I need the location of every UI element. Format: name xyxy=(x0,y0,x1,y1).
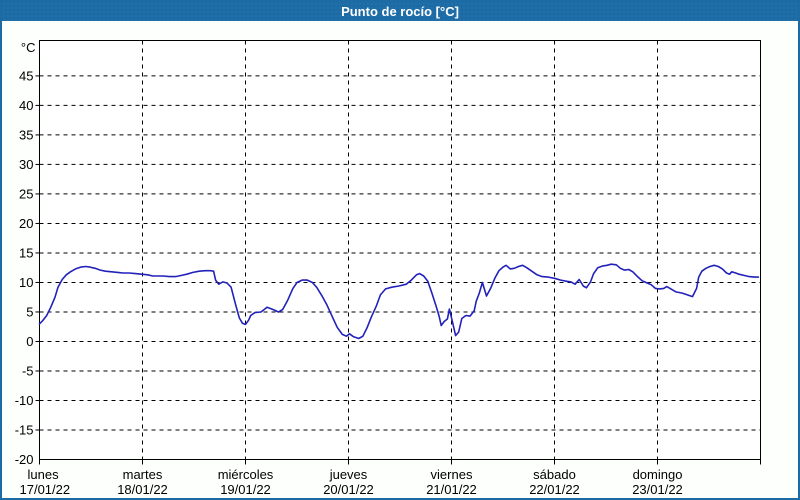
x-date-label: 19/01/22 xyxy=(220,482,271,497)
y-tick-label: 25 xyxy=(19,186,33,201)
x-date-label: 21/01/22 xyxy=(426,482,477,497)
y-tick-label: 20 xyxy=(19,216,33,231)
y-tick-label: -20 xyxy=(15,452,34,467)
x-day-label: sábado xyxy=(533,467,576,482)
y-axis-unit-label: °C xyxy=(21,40,36,55)
x-date-label: 20/01/22 xyxy=(323,482,374,497)
y-tick-label: -5 xyxy=(22,363,34,378)
x-date-label: 23/01/22 xyxy=(632,482,683,497)
x-day-label: viernes xyxy=(431,467,473,482)
y-tick-label: 5 xyxy=(26,304,33,319)
plot-frame xyxy=(39,40,761,460)
y-tick-label: 35 xyxy=(19,127,33,142)
x-day-label: domingo xyxy=(633,467,683,482)
x-day-label: martes xyxy=(123,467,163,482)
y-tick-label: 15 xyxy=(19,245,33,260)
plot-background xyxy=(39,40,761,460)
x-day-label: miércoles xyxy=(218,467,274,482)
x-date-label: 17/01/22 xyxy=(20,482,71,497)
y-tick-label: -10 xyxy=(15,393,34,408)
x-date-label: 18/01/22 xyxy=(117,482,168,497)
y-tick-label: 0 xyxy=(26,334,33,349)
y-tick-label: 30 xyxy=(19,157,33,172)
x-day-label: jueves xyxy=(329,467,368,482)
x-date-label: 22/01/22 xyxy=(529,482,580,497)
y-tick-label: 40 xyxy=(19,98,33,113)
dew-point-line xyxy=(38,263,760,340)
chart-title: Punto de rocío [°C] xyxy=(341,4,459,19)
y-tick-label: -15 xyxy=(15,422,34,437)
title-bar: Punto de rocío [°C] xyxy=(2,2,798,21)
x-day-label: lunes xyxy=(28,467,60,482)
y-tick-label: 45 xyxy=(19,68,33,83)
y-tick-label: 10 xyxy=(19,275,33,290)
